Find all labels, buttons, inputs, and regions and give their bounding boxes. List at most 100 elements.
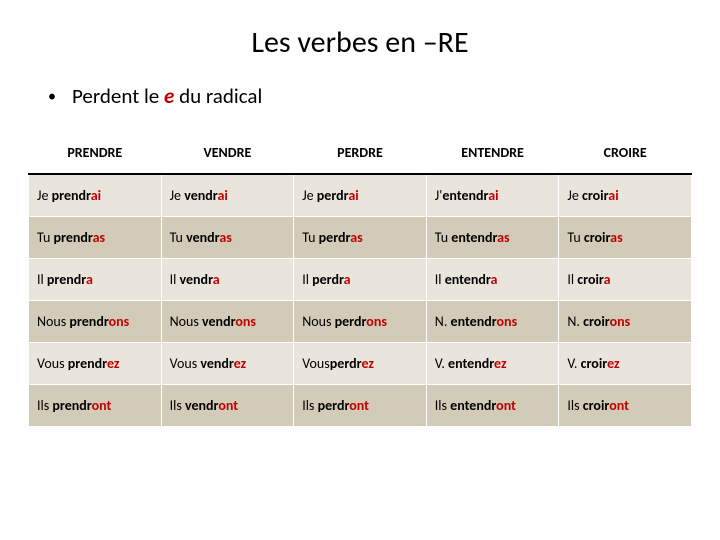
cell-ending: as	[93, 229, 106, 246]
page-title: Les verbes en –RE	[28, 24, 692, 61]
bullet-text: Perdent le e du radical	[72, 83, 262, 109]
table-cell: N. croirons	[559, 301, 692, 343]
col-header: CROIRE	[559, 132, 692, 175]
cell-pronoun: Il	[567, 271, 577, 288]
cell-pronoun: Tu	[170, 229, 186, 246]
cell-ending: ons	[610, 313, 631, 330]
cell-stem: croir	[581, 355, 607, 372]
cell-pronoun: Je	[567, 187, 582, 204]
table-row: Vous prendrezVous vendrezVousperdrezV. e…	[29, 343, 692, 385]
table-cell: Il prendra	[29, 259, 162, 301]
cell-stem: perdr	[312, 271, 344, 288]
table-row: Ils prendrontIls vendrontIls perdrontIls…	[29, 385, 692, 427]
cell-ending: ez	[607, 355, 619, 372]
table-cell: Tu entendras	[426, 217, 559, 259]
cell-pronoun: Il	[435, 271, 445, 288]
table-cell: Il vendra	[161, 259, 294, 301]
cell-pronoun: Tu	[302, 229, 318, 246]
bullet-pre: Perdent le	[72, 83, 164, 109]
table-row: Nous prendronsNous vendronsNous perdrons…	[29, 301, 692, 343]
cell-ending: ai	[348, 187, 358, 204]
cell-stem: entendr	[448, 355, 494, 372]
cell-pronoun: N.	[435, 313, 451, 330]
cell-ending: ons	[109, 313, 130, 330]
table-cell: Ils prendront	[29, 385, 162, 427]
cell-ending: ont	[496, 397, 516, 414]
table-cell: Tu perdras	[294, 217, 427, 259]
cell-stem: prendr	[52, 397, 91, 414]
bullet-icon: •	[48, 87, 56, 106]
cell-stem: perdr	[335, 313, 367, 330]
cell-stem: prendr	[68, 355, 107, 372]
table-cell: Je vendrai	[161, 174, 294, 217]
cell-ending: ai	[91, 187, 101, 204]
table-cell: Ils croiront	[559, 385, 692, 427]
cell-ending: ai	[608, 187, 618, 204]
cell-ending: as	[219, 229, 232, 246]
cell-ending: as	[610, 229, 623, 246]
cell-pronoun: Ils	[170, 397, 185, 414]
cell-stem: croir	[584, 229, 610, 246]
cell-pronoun: Tu	[567, 229, 583, 246]
cell-pronoun: Tu	[435, 229, 451, 246]
col-header: PERDRE	[294, 132, 427, 175]
cell-stem: vendr	[185, 397, 218, 414]
cell-ending: as	[497, 229, 510, 246]
cell-pronoun: Ils	[37, 397, 52, 414]
cell-stem: prendr	[47, 271, 86, 288]
cell-stem: vendr	[184, 187, 217, 204]
cell-pronoun: Vous	[302, 355, 330, 372]
table-row: Tu prendrasTu vendrasTu perdrasTu entend…	[29, 217, 692, 259]
cell-ending: a	[86, 271, 93, 288]
cell-pronoun: Je	[37, 187, 52, 204]
cell-stem: perdr	[330, 355, 362, 372]
cell-ending: ons	[235, 313, 256, 330]
cell-pronoun: Il	[302, 271, 312, 288]
table-cell: V. entendrez	[426, 343, 559, 385]
cell-stem: perdr	[318, 397, 350, 414]
cell-ending: ont	[218, 397, 238, 414]
table-cell: Vous vendrez	[161, 343, 294, 385]
cell-ending: ez	[107, 355, 119, 372]
cell-stem: perdr	[319, 229, 351, 246]
table-cell: Il entendra	[426, 259, 559, 301]
cell-pronoun: Nous	[170, 313, 202, 330]
cell-pronoun: V.	[567, 355, 580, 372]
table-cell: Tu prendras	[29, 217, 162, 259]
cell-stem: prendr	[69, 313, 108, 330]
slide-container: Les verbes en –RE • Perdent le e du radi…	[0, 0, 720, 540]
cell-stem: vendr	[180, 271, 213, 288]
cell-ending: a	[491, 271, 498, 288]
cell-ending: ont	[609, 397, 629, 414]
conjugation-table: PRENDRE VENDRE PERDRE ENTENDRE CROIRE Je…	[28, 131, 692, 427]
bullet-em: e	[164, 83, 174, 109]
table-cell: N. entendrons	[426, 301, 559, 343]
cell-stem: prendr	[53, 229, 92, 246]
cell-ending: as	[350, 229, 363, 246]
cell-pronoun: Tu	[37, 229, 53, 246]
table-cell: Ils entendront	[426, 385, 559, 427]
cell-ending: ons	[366, 313, 387, 330]
table-cell: Nous perdrons	[294, 301, 427, 343]
cell-pronoun: Vous	[37, 355, 68, 372]
cell-ending: ont	[349, 397, 369, 414]
cell-stem: croir	[583, 313, 609, 330]
cell-ending: ons	[497, 313, 518, 330]
cell-ending: ez	[234, 355, 246, 372]
cell-pronoun: Il	[170, 271, 180, 288]
cell-ending: ez	[361, 355, 373, 372]
table-row: Il prendraIl vendraIl perdraIl entendraI…	[29, 259, 692, 301]
cell-stem: entendr	[451, 313, 497, 330]
table-cell: Nous vendrons	[161, 301, 294, 343]
cell-stem: croir	[582, 187, 608, 204]
table-cell: Il croira	[559, 259, 692, 301]
cell-ending: a	[344, 271, 351, 288]
cell-ending: ez	[494, 355, 506, 372]
cell-pronoun: Vous	[170, 355, 201, 372]
header-row: PRENDRE VENDRE PERDRE ENTENDRE CROIRE	[29, 132, 692, 175]
cell-stem: croir	[577, 271, 603, 288]
cell-ending: a	[213, 271, 220, 288]
cell-ending: a	[604, 271, 611, 288]
cell-stem: vendr	[202, 313, 235, 330]
bullet-post: du radical	[174, 83, 262, 109]
